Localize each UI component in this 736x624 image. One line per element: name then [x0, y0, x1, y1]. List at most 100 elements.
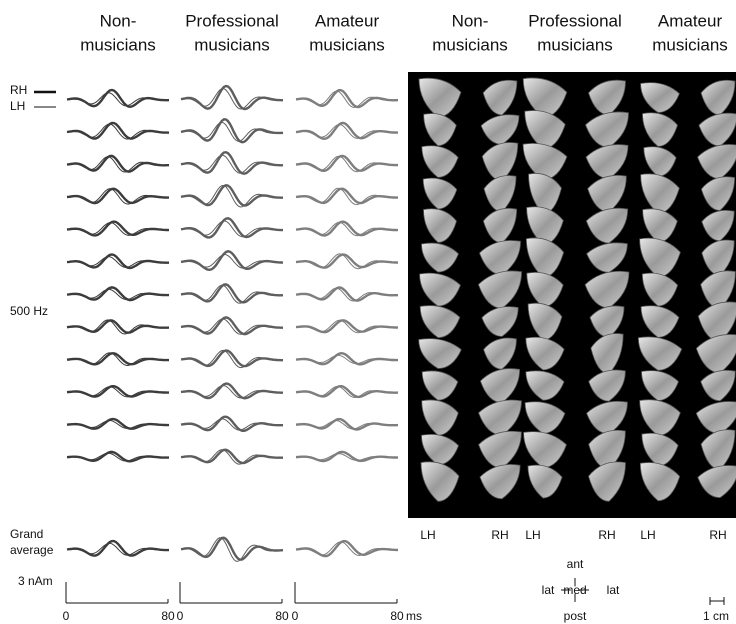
auditory-cortex-render	[479, 368, 521, 404]
auditory-cortex-render	[588, 79, 626, 116]
auditory-cortex-render	[584, 270, 630, 309]
scale-label: 3 nAm	[18, 574, 53, 588]
auditory-cortex-render	[421, 242, 459, 273]
auditory-cortex-render	[640, 82, 680, 113]
waveform-rh	[66, 319, 170, 334]
frequency-label: 500 Hz	[10, 304, 48, 318]
compass-label: lat	[542, 583, 555, 597]
auditory-cortex-render	[525, 370, 565, 401]
auditory-cortex-render	[525, 336, 565, 371]
hemisphere-label: RH	[491, 528, 508, 542]
auditory-cortex-render	[586, 400, 628, 435]
column-header: musicians	[652, 35, 728, 54]
waveform-rh	[66, 450, 169, 463]
auditory-cortex-render	[482, 79, 518, 116]
waveform-lh	[295, 453, 398, 462]
auditory-cortex-render	[695, 401, 736, 435]
waveform-lh	[66, 92, 170, 107]
auditory-cortex-render	[639, 237, 681, 278]
auditory-cortex-render	[700, 79, 736, 116]
auditory-cortex-render	[523, 431, 567, 468]
auditory-cortex-render	[639, 399, 681, 436]
auditory-cortex-render	[697, 465, 736, 499]
waveform-lh	[295, 123, 398, 139]
column-header: musicians	[309, 35, 385, 54]
legend-label: RH	[10, 83, 27, 97]
column-header: Non-	[452, 11, 489, 30]
auditory-cortex-render	[421, 399, 459, 436]
waveform-lh	[180, 184, 284, 208]
auditory-cortex-render	[478, 240, 521, 276]
waveform-lh	[66, 123, 169, 140]
auditory-cortex-render	[588, 461, 626, 502]
waveform-lh	[180, 449, 284, 465]
auditory-cortex-render	[481, 306, 519, 337]
auditory-cortex-render	[637, 336, 683, 371]
waveform-rh	[180, 84, 283, 111]
auditory-cortex-render	[642, 112, 678, 147]
waveform-rh	[295, 384, 399, 399]
column-header: musicians	[194, 35, 270, 54]
auditory-cortex-render	[524, 401, 566, 434]
auditory-cortex-render	[642, 208, 678, 243]
waveform-rh	[66, 88, 169, 109]
waveform-lh	[180, 418, 284, 431]
auditory-cortex-render	[698, 112, 736, 147]
auditory-cortex-render	[695, 334, 736, 374]
waveform-lh	[180, 88, 284, 110]
auditory-cortex-render	[697, 144, 736, 180]
compass-label: med	[563, 583, 586, 597]
auditory-cortex-render	[418, 77, 462, 118]
waveform-lh	[295, 90, 399, 108]
time-tick-label: 80	[390, 609, 404, 623]
waveform-lh	[66, 156, 170, 173]
hemisphere-label: LH	[420, 528, 435, 542]
waveform-rh	[295, 351, 398, 366]
auditory-cortex-render	[589, 305, 625, 338]
waveform-lh	[295, 541, 398, 557]
auditory-cortex-render	[701, 209, 735, 242]
auditory-cortex-render	[479, 464, 521, 500]
waveform-lh	[66, 352, 169, 367]
auditory-cortex-render	[525, 237, 565, 278]
waveform-rh	[180, 536, 284, 561]
waveform-rh	[180, 118, 284, 144]
waveform-rh	[66, 154, 169, 173]
auditory-cortex-render	[700, 176, 736, 211]
auditory-cortex-render	[419, 305, 461, 339]
auditory-cortex-render	[527, 302, 563, 341]
waveform-rh	[180, 349, 283, 368]
waveform-lh	[295, 155, 398, 173]
auditory-cortex-render	[481, 142, 519, 182]
waveform-rh	[180, 283, 284, 304]
auditory-cortex-render	[700, 429, 736, 470]
waveform-lh	[295, 354, 398, 365]
waveform-lh	[295, 253, 398, 270]
waveform-lh	[66, 386, 170, 398]
hemisphere-label: LH	[525, 528, 540, 542]
auditory-cortex-render	[419, 272, 461, 307]
waveform-lh	[180, 220, 283, 238]
waveform-rh	[66, 286, 169, 302]
auditory-cortex-render	[641, 432, 679, 467]
auditory-cortex-render	[588, 369, 626, 402]
auditory-cortex-render	[482, 207, 518, 244]
waveform-lh	[180, 318, 283, 335]
auditory-cortex-render	[483, 337, 517, 370]
auditory-cortex-render	[585, 111, 629, 148]
auditory-cortex-render	[701, 239, 735, 276]
auditory-cortex-render	[526, 206, 564, 245]
hemisphere-label: RH	[598, 528, 615, 542]
waveform-lh	[66, 542, 170, 556]
auditory-cortex-render	[590, 333, 624, 375]
time-tick-label: 0	[63, 609, 70, 623]
hemisphere-label: LH	[640, 528, 655, 542]
waveform-lh	[295, 419, 399, 430]
auditory-cortex-render	[423, 113, 457, 147]
waveform-lh	[180, 349, 284, 369]
auditory-cortex-render	[522, 143, 568, 181]
waveform-lh	[66, 188, 169, 205]
waveform-lh	[295, 319, 399, 334]
waveform-lh	[295, 187, 399, 206]
auditory-cortex-render	[422, 177, 458, 210]
